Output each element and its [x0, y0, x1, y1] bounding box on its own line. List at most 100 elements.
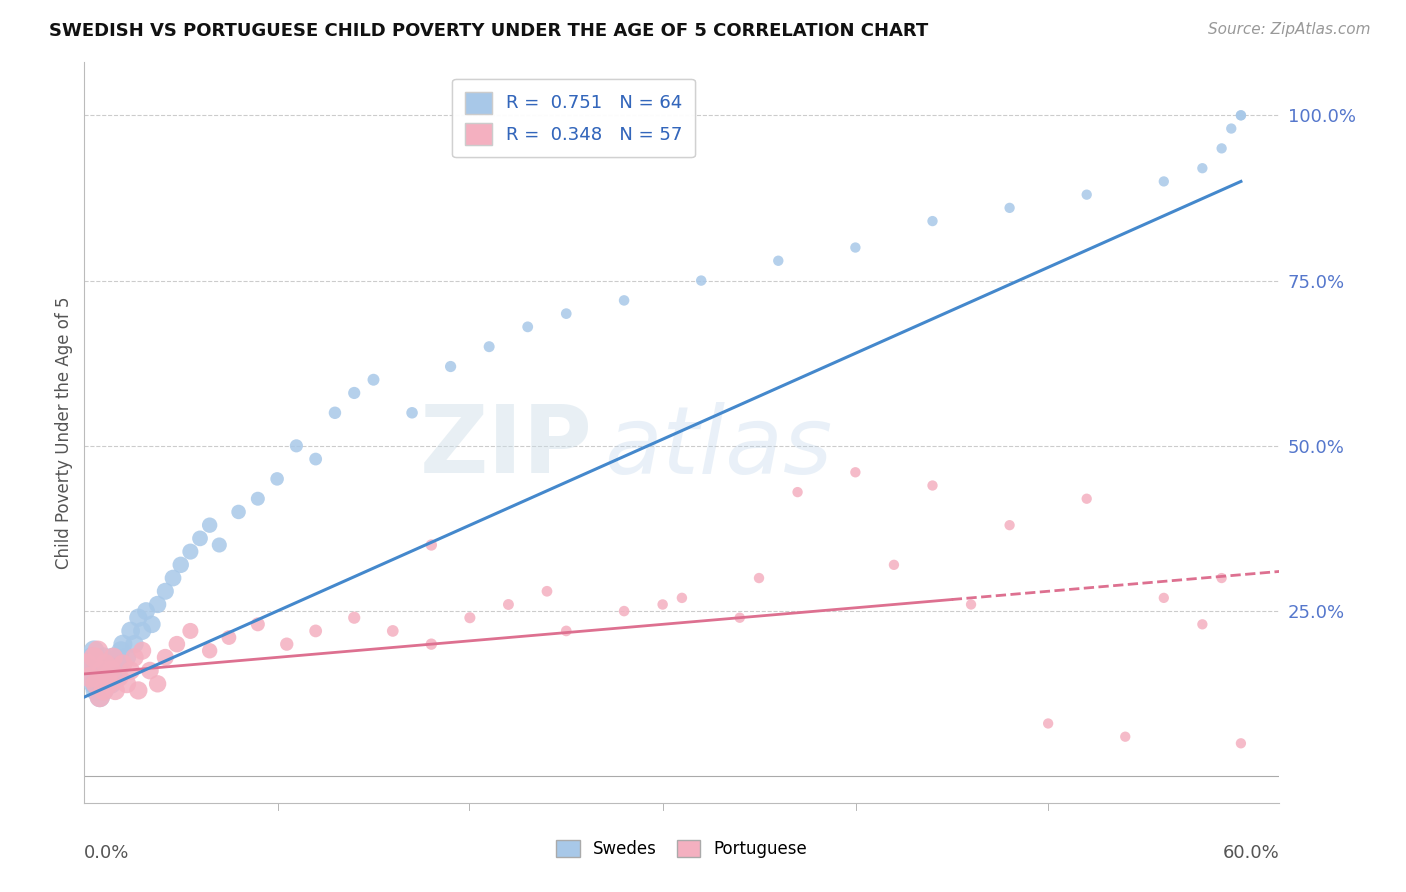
Point — [323, 406, 346, 420]
Point — [170, 558, 193, 572]
Point — [246, 491, 269, 506]
Point — [83, 677, 105, 691]
Point — [1076, 491, 1098, 506]
Text: SWEDISH VS PORTUGUESE CHILD POVERTY UNDER THE AGE OF 5 CORRELATION CHART: SWEDISH VS PORTUGUESE CHILD POVERTY UNDE… — [49, 22, 928, 40]
Point — [146, 598, 169, 612]
Point — [115, 677, 138, 691]
Point — [84, 677, 107, 691]
Point — [305, 624, 328, 638]
Point — [343, 611, 366, 625]
Point — [105, 670, 128, 684]
Point — [998, 518, 1021, 533]
Y-axis label: Child Poverty Under the Age of 5: Child Poverty Under the Age of 5 — [55, 296, 73, 569]
Point — [179, 624, 201, 638]
Point — [179, 544, 201, 558]
Point — [305, 452, 328, 467]
Point — [93, 683, 115, 698]
Point — [83, 644, 105, 658]
Point — [103, 650, 125, 665]
Point — [93, 683, 115, 698]
Point — [162, 571, 184, 585]
Point — [104, 664, 127, 678]
Point — [131, 644, 153, 658]
Point — [79, 664, 101, 678]
Point — [98, 677, 121, 691]
Text: 60.0%: 60.0% — [1223, 844, 1279, 862]
Point — [87, 644, 110, 658]
Point — [690, 274, 713, 288]
Point — [90, 664, 112, 678]
Point — [108, 657, 131, 671]
Point — [921, 214, 943, 228]
Point — [110, 644, 132, 658]
Point — [651, 598, 673, 612]
Point — [1230, 108, 1253, 122]
Point — [786, 485, 808, 500]
Point — [1230, 736, 1253, 750]
Point — [89, 664, 111, 678]
Point — [1220, 121, 1243, 136]
Point — [103, 650, 125, 665]
Point — [228, 505, 250, 519]
Point — [536, 584, 558, 599]
Point — [844, 240, 866, 255]
Point — [998, 201, 1021, 215]
Point — [208, 538, 231, 552]
Point — [748, 571, 770, 585]
Point — [131, 624, 153, 638]
Point — [276, 637, 298, 651]
Point — [89, 690, 111, 704]
Point — [439, 359, 461, 374]
Point — [75, 657, 97, 671]
Point — [1191, 161, 1213, 176]
Point — [1191, 617, 1213, 632]
Point — [120, 624, 142, 638]
Point — [1153, 174, 1175, 188]
Point — [124, 637, 146, 651]
Point — [87, 670, 110, 684]
Text: atlas: atlas — [605, 402, 832, 493]
Point — [104, 683, 127, 698]
Point — [127, 683, 149, 698]
Point — [728, 611, 751, 625]
Point — [218, 631, 240, 645]
Point — [381, 624, 404, 638]
Point — [111, 637, 134, 651]
Text: ZIP: ZIP — [419, 401, 592, 493]
Point — [166, 637, 188, 651]
Point — [266, 472, 288, 486]
Point — [671, 591, 693, 605]
Point — [127, 611, 149, 625]
Legend: R =  0.751   N = 64, R =  0.348   N = 57: R = 0.751 N = 64, R = 0.348 N = 57 — [451, 78, 695, 157]
Point — [1230, 108, 1253, 122]
Point — [89, 690, 111, 704]
Point — [363, 373, 385, 387]
Point — [401, 406, 423, 420]
Point — [75, 657, 97, 671]
Point — [84, 683, 107, 698]
Point — [458, 611, 481, 625]
Point — [96, 657, 118, 671]
Point — [96, 670, 118, 684]
Point — [188, 532, 211, 546]
Point — [155, 650, 177, 665]
Point — [1153, 591, 1175, 605]
Point — [94, 657, 117, 671]
Point — [83, 650, 105, 665]
Point — [93, 650, 115, 665]
Text: Source: ZipAtlas.com: Source: ZipAtlas.com — [1208, 22, 1371, 37]
Point — [80, 650, 103, 665]
Point — [146, 677, 169, 691]
Point — [498, 598, 520, 612]
Point — [98, 664, 121, 678]
Point — [141, 617, 163, 632]
Point — [921, 478, 943, 492]
Point — [155, 584, 177, 599]
Point — [285, 439, 308, 453]
Point — [87, 657, 110, 671]
Point — [516, 319, 538, 334]
Point — [120, 664, 142, 678]
Point — [198, 644, 221, 658]
Point — [1036, 716, 1059, 731]
Point — [100, 677, 122, 691]
